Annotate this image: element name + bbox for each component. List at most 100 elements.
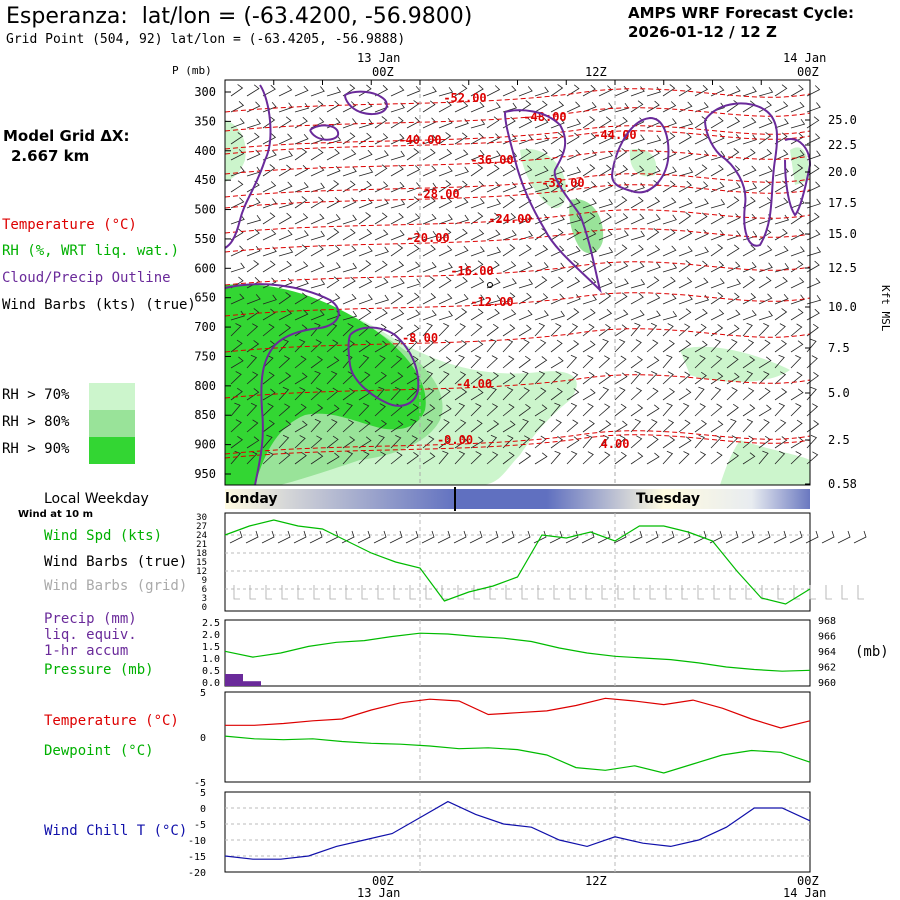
wind-barb — [710, 355, 723, 369]
wind-barb — [630, 213, 645, 225]
bottom-date-14jan: 14 Jan — [783, 886, 827, 900]
wind-barb — [742, 165, 757, 177]
wind-barb — [774, 339, 787, 353]
wind-barb — [502, 355, 515, 369]
wind-barb — [262, 198, 277, 209]
wind-barb — [774, 276, 788, 289]
wind-barb — [582, 388, 596, 401]
wind-barb — [278, 372, 292, 385]
wind-barb — [710, 150, 726, 161]
wind-barb — [534, 293, 549, 305]
wind-tick-label: 0 — [202, 603, 207, 613]
wind-barb — [406, 355, 419, 369]
surface-wind-barb — [533, 530, 547, 544]
wind-barb — [486, 246, 502, 257]
wind-barb — [246, 354, 258, 369]
wind-barb — [374, 340, 388, 353]
grid-point: Grid Point (504, 92) lat/lon = (-63.4205… — [6, 32, 406, 47]
wind-barb — [422, 452, 436, 465]
wind-barb — [598, 355, 611, 369]
wind-barb — [582, 116, 596, 129]
wind-barb — [342, 132, 356, 145]
wind-barb — [662, 262, 678, 273]
wind-barb — [758, 117, 773, 129]
wind-barb — [662, 339, 675, 353]
wind-barb — [582, 84, 596, 97]
wind-barb — [390, 324, 404, 337]
wind-barb — [486, 420, 500, 433]
wind-barb — [774, 84, 788, 97]
wind-barb — [310, 278, 326, 289]
grid-wind-barb — [313, 585, 320, 600]
wind-barb — [646, 310, 661, 321]
wind-barb — [342, 262, 358, 273]
pressure-tick-label: 966 — [818, 632, 836, 643]
wind-barb — [454, 402, 466, 417]
surface-wind-barb — [389, 530, 403, 544]
wind-barb — [774, 436, 788, 449]
wind-barb — [614, 403, 627, 417]
wind-barb — [326, 245, 341, 257]
wind-barb — [614, 278, 629, 289]
wind-barb — [790, 260, 804, 273]
wind-barb — [790, 388, 804, 401]
wind-barb — [646, 371, 658, 385]
wind-barb — [710, 212, 724, 225]
wind-barb — [470, 181, 485, 193]
wind-barb — [806, 371, 819, 385]
grid-wind-barb — [425, 585, 432, 600]
height-tick-label: 20.0 — [828, 165, 857, 179]
wind-barb — [230, 132, 244, 145]
wind-barb — [678, 436, 692, 449]
wind-barb — [662, 276, 676, 289]
wind-barb — [598, 133, 613, 145]
wind-barb — [694, 434, 705, 449]
grid-wind-barb — [681, 585, 688, 600]
wind-barb — [438, 356, 452, 369]
wind-barb — [790, 118, 806, 129]
wind-barb — [246, 294, 261, 305]
wind-barb — [454, 166, 469, 177]
height-tick-label: 0.58 — [828, 477, 857, 491]
wind-barb — [646, 100, 660, 113]
wind-barb — [614, 451, 627, 465]
wind-barb — [438, 117, 453, 129]
surface-wind-barb — [485, 530, 499, 544]
wind-barb — [294, 324, 308, 337]
wind-barb — [246, 451, 258, 465]
wind-barb — [246, 436, 260, 449]
wind-barb — [278, 309, 293, 321]
wind-barb — [374, 260, 388, 273]
grid-wind-barb — [569, 585, 576, 600]
wind-barb — [598, 102, 613, 113]
wind-barb — [310, 387, 323, 401]
wind-barb — [406, 372, 420, 385]
grid-wind-barb — [393, 585, 400, 600]
wind-barb — [742, 134, 757, 145]
wind-barb — [630, 100, 644, 113]
bottom-hour-12z: 12Z — [585, 874, 607, 888]
wind-barb — [294, 355, 307, 369]
wind-barb — [726, 387, 738, 401]
wind-barb — [598, 229, 613, 241]
wind-barb — [262, 133, 277, 145]
wind-barb — [422, 370, 434, 385]
wind-barb — [630, 86, 645, 97]
wind-barb — [406, 148, 420, 161]
wind-barb — [582, 419, 595, 433]
wind-barb — [534, 276, 548, 289]
wind-barb — [550, 323, 562, 337]
wind-barb — [550, 276, 564, 289]
cloud-outline — [704, 102, 779, 247]
wind-barb — [662, 450, 674, 465]
bottom-hour-00z-2: 00Z — [797, 874, 819, 888]
wind-barb — [374, 403, 386, 417]
height-tick-label: 12.5 — [828, 261, 857, 275]
wind-barb — [374, 419, 387, 433]
wind-barb — [550, 387, 563, 401]
temp-contour — [224, 107, 811, 132]
surface-wind-barb — [629, 530, 643, 544]
wind-barb — [758, 166, 773, 177]
wind-barb — [454, 436, 468, 449]
wind-barb — [806, 386, 817, 401]
